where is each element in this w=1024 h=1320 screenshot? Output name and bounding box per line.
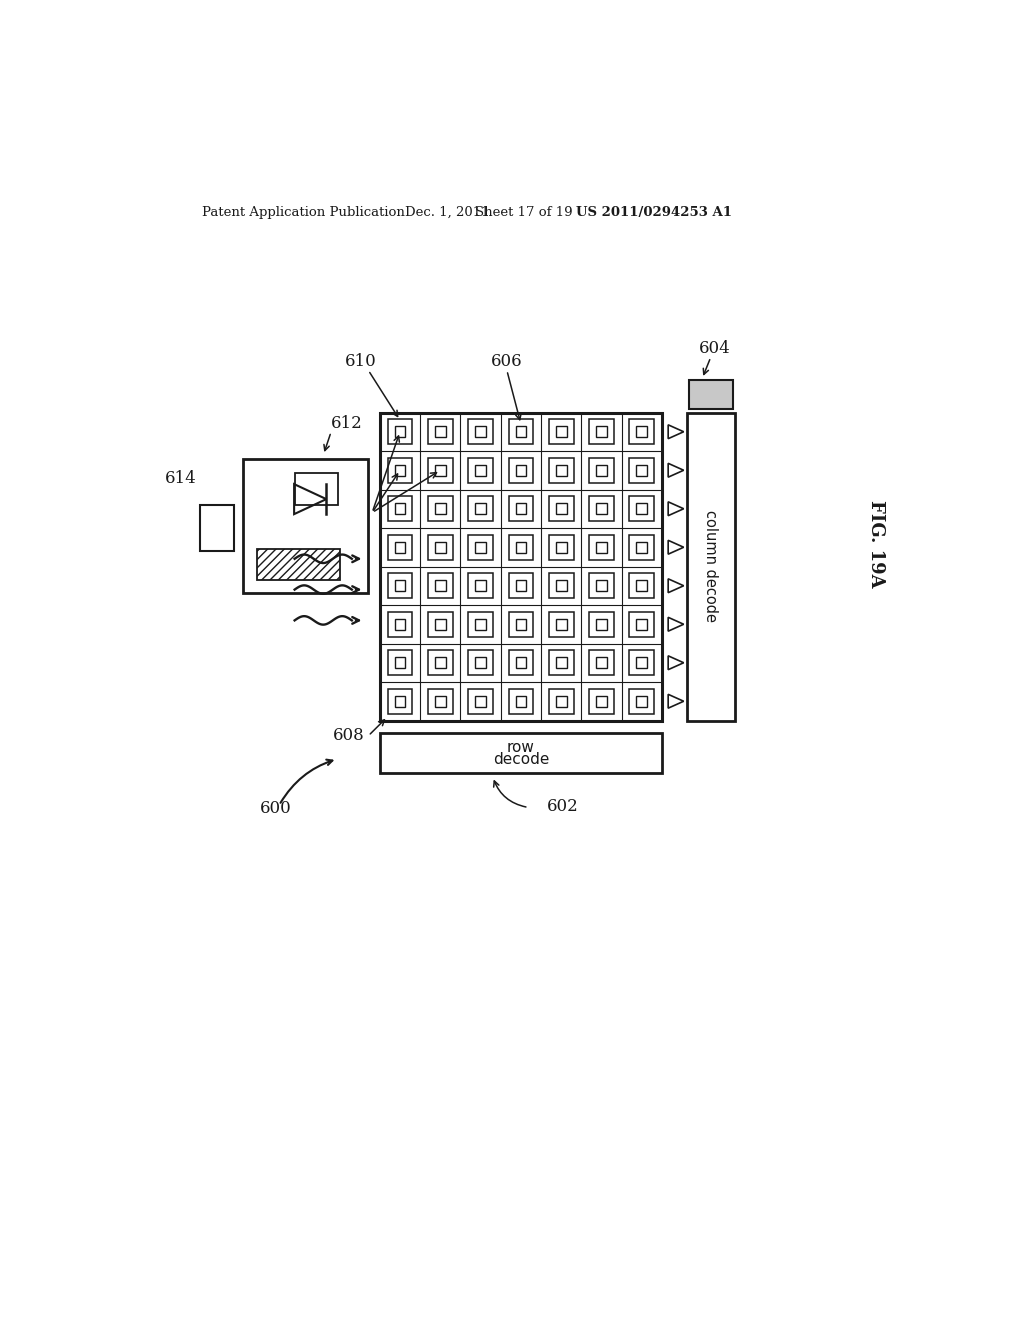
Text: Patent Application Publication: Patent Application Publication	[202, 206, 404, 219]
Text: US 2011/0294253 A1: US 2011/0294253 A1	[575, 206, 732, 219]
FancyBboxPatch shape	[257, 549, 340, 579]
Polygon shape	[380, 733, 662, 774]
Text: row: row	[507, 741, 535, 755]
Polygon shape	[689, 380, 732, 409]
Text: 610: 610	[345, 354, 377, 371]
Text: FIG. 19A: FIG. 19A	[867, 499, 885, 587]
Polygon shape	[687, 412, 735, 721]
Text: Sheet 17 of 19: Sheet 17 of 19	[475, 206, 572, 219]
Text: decode: decode	[493, 751, 549, 767]
Text: 614: 614	[165, 470, 197, 487]
Text: column decode: column decode	[703, 511, 718, 623]
Text: 602: 602	[547, 799, 579, 816]
Text: 608: 608	[333, 727, 365, 743]
Text: 606: 606	[490, 354, 522, 371]
Text: 604: 604	[698, 341, 730, 358]
Text: 600: 600	[260, 800, 292, 817]
Text: 612: 612	[331, 414, 362, 432]
Text: Dec. 1, 2011: Dec. 1, 2011	[406, 206, 489, 219]
